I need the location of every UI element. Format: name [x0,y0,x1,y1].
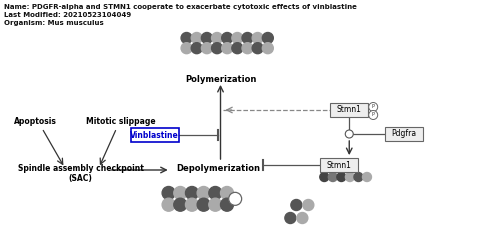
Text: Organism: Mus musculus: Organism: Mus musculus [4,20,104,26]
Text: Polymerization: Polymerization [185,75,256,84]
Circle shape [181,43,192,54]
FancyBboxPatch shape [131,128,179,142]
Circle shape [346,173,354,182]
Circle shape [320,173,329,182]
Circle shape [197,198,210,211]
Circle shape [242,43,253,54]
Circle shape [197,186,210,200]
Circle shape [220,198,233,211]
Text: Spindle assembly checkpoint
(SAC): Spindle assembly checkpoint (SAC) [18,164,144,183]
Circle shape [162,198,175,211]
Circle shape [162,186,175,200]
Text: P: P [372,112,375,118]
Circle shape [181,32,192,43]
Text: Vinblastine: Vinblastine [130,131,179,140]
Circle shape [337,173,346,182]
Circle shape [212,43,223,54]
Circle shape [232,32,243,43]
Circle shape [263,32,273,43]
Text: Apoptosis: Apoptosis [14,117,57,126]
Circle shape [297,213,308,224]
FancyBboxPatch shape [330,103,368,117]
Circle shape [174,186,187,200]
Circle shape [202,43,212,54]
Circle shape [369,102,378,112]
Text: Last Modified: 20210523104049: Last Modified: 20210523104049 [4,12,131,18]
Text: Name: PDGFR-alpha and STMN1 cooperate to exacerbate cytotoxic effects of vinblas: Name: PDGFR-alpha and STMN1 cooperate to… [4,4,357,10]
Text: Pdgfra: Pdgfra [392,130,417,139]
Circle shape [209,186,222,200]
Circle shape [263,43,273,54]
Text: P: P [372,104,375,110]
Circle shape [242,32,253,43]
Circle shape [212,32,223,43]
Circle shape [252,43,263,54]
Circle shape [303,200,314,211]
FancyBboxPatch shape [320,158,358,172]
Circle shape [252,32,263,43]
Circle shape [191,43,202,54]
Circle shape [222,43,233,54]
Circle shape [174,198,187,211]
Circle shape [185,186,198,200]
Circle shape [185,198,198,211]
Circle shape [328,173,337,182]
Text: Mitotic slippage: Mitotic slippage [86,117,156,126]
Text: Stmn1: Stmn1 [337,105,362,114]
Circle shape [191,32,202,43]
Circle shape [362,173,372,182]
Circle shape [222,32,233,43]
Circle shape [285,213,296,224]
Circle shape [232,43,243,54]
Circle shape [345,130,353,138]
Circle shape [202,32,212,43]
Text: Depolymerization: Depolymerization [177,164,261,173]
FancyBboxPatch shape [385,127,423,141]
Circle shape [291,200,302,211]
Circle shape [369,111,378,120]
Circle shape [354,173,363,182]
Text: Stmn1: Stmn1 [327,161,352,170]
Circle shape [209,198,222,211]
Circle shape [228,192,241,205]
Circle shape [220,186,233,200]
